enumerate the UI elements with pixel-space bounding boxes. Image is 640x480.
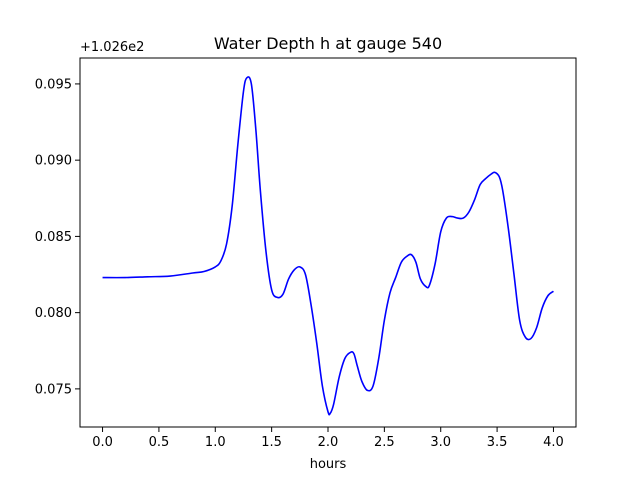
x-tick-label: 1.5 (261, 435, 282, 450)
chart-title: Water Depth h at gauge 540 (214, 34, 442, 53)
y-tick-label: 0.075 (35, 382, 72, 397)
x-tick-label: 1.0 (205, 435, 226, 450)
x-tick-label: 2.5 (374, 435, 395, 450)
y-tick-label: 0.090 (35, 154, 72, 169)
y-tick-label: 0.080 (35, 306, 72, 321)
x-tick-label: 0.0 (92, 435, 113, 450)
x-tick-label: 4.0 (543, 435, 564, 450)
x-tick-label: 2.0 (318, 435, 339, 450)
y-tick-label: 0.095 (35, 77, 72, 92)
plot-area (102, 76, 554, 416)
series-line (102, 76, 554, 416)
y-axis-offset-label: +1.026e2 (80, 40, 144, 55)
y-axis-ticks: 0.075 0.080 0.085 0.090 0.095 (35, 77, 80, 397)
x-tick-label: 3.0 (430, 435, 451, 450)
x-axis-ticks: 0.0 0.5 1.0 1.5 2.0 2.5 3.0 3.5 4.0 (92, 427, 564, 450)
x-tick-label: 3.5 (487, 435, 508, 450)
x-axis-label: hours (310, 457, 347, 472)
y-tick-label: 0.085 (35, 230, 72, 245)
x-tick-label: 0.5 (149, 435, 170, 450)
